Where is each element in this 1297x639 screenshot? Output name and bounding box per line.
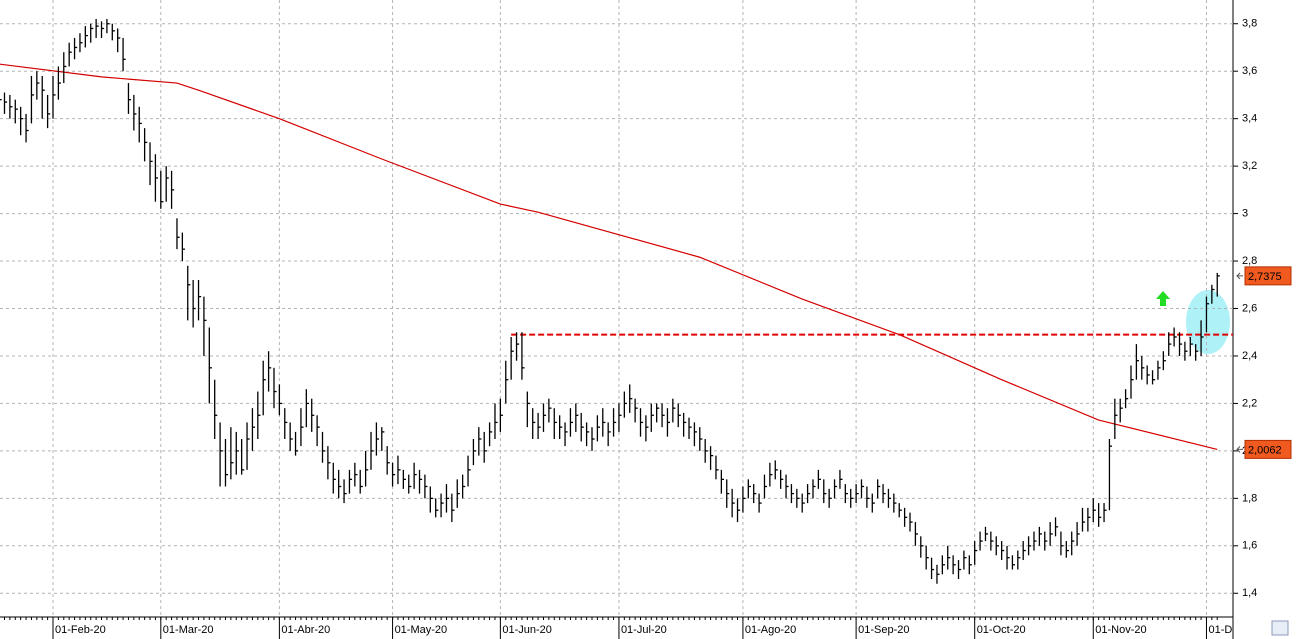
highlight-ellipse	[1186, 290, 1230, 354]
corner-icon	[1271, 620, 1289, 636]
price-tag	[1244, 266, 1292, 286]
x-tick-label: 01-D	[1208, 624, 1232, 636]
x-tick-label: 01-Ago-20	[745, 624, 796, 636]
x-tick-label: 01-May-20	[395, 624, 448, 636]
y-tick-label: 3,4	[1242, 113, 1257, 125]
x-tick-label: 01-Jul-20	[621, 624, 667, 636]
y-tick-label: 2,4	[1242, 350, 1257, 362]
price-tag-arrow	[1236, 446, 1243, 453]
x-tick-label: 01-Abr-20	[281, 624, 330, 636]
x-tick-label: 01-Jun-20	[502, 624, 552, 636]
y-tick-label: 1,8	[1242, 492, 1257, 504]
y-tick-label: 2,8	[1242, 255, 1257, 267]
y-tick-label: 3,6	[1242, 65, 1257, 77]
y-tick-label: 1,4	[1242, 587, 1257, 599]
price-tag-label: 2,0062	[1248, 444, 1282, 456]
y-tick-label: 2,2	[1242, 397, 1257, 409]
x-tick-label: 01-Oct-20	[977, 624, 1026, 636]
y-tick-label: 1,6	[1242, 540, 1257, 552]
price-tag-label: 2,7375	[1248, 271, 1282, 283]
price-tag	[1244, 439, 1292, 459]
y-tick-label: 3,2	[1242, 160, 1257, 172]
x-tick-label: 01-Feb-20	[55, 624, 106, 636]
up-arrow	[1156, 291, 1170, 306]
x-tick-label: 01-Sep-20	[858, 624, 909, 636]
y-tick-label: 3,8	[1242, 18, 1257, 30]
x-tick-label: 01-Nov-20	[1095, 624, 1146, 636]
y-tick-label: 3	[1242, 207, 1248, 219]
y-tick-label: 2,6	[1242, 302, 1257, 314]
moving-average-line	[0, 63, 1218, 450]
x-tick-label: 01-Mar-20	[163, 624, 214, 636]
price-tag-arrow	[1236, 272, 1243, 280]
